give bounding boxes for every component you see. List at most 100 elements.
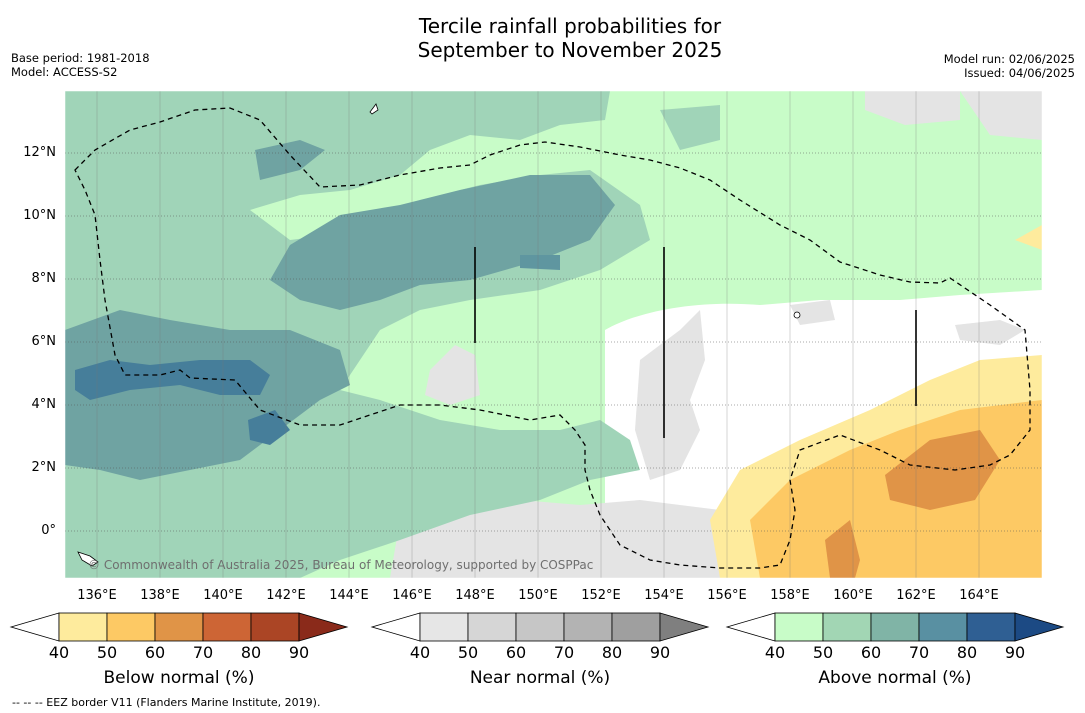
colorbar-extend-low xyxy=(370,612,421,642)
eez-border xyxy=(74,107,1031,569)
near-normal-patch xyxy=(425,345,480,405)
lat-label-12n: 12°N xyxy=(23,145,56,160)
above-normal-70-field xyxy=(65,310,350,480)
tick-label: 40 xyxy=(409,643,431,662)
lat-label-6n: 6°N xyxy=(31,334,57,349)
colorbar-segment xyxy=(106,612,156,642)
lon-label: 160°E xyxy=(833,588,873,603)
lon-label: 142°E xyxy=(266,588,306,603)
colorbar-segment xyxy=(918,612,968,642)
above-normal-70-field xyxy=(270,175,615,310)
tick-label: 60 xyxy=(505,643,527,662)
colorbar-segment xyxy=(58,612,108,642)
near-normal-patch xyxy=(960,91,1042,140)
colorbar-segment xyxy=(154,612,204,642)
near-normal-patch xyxy=(790,300,835,325)
colorbar-near-normal xyxy=(370,612,710,642)
tick-label: 60 xyxy=(860,643,882,662)
lon-label: 146°E xyxy=(392,588,432,603)
tick-label: 90 xyxy=(649,643,671,662)
above-normal-60-field xyxy=(660,105,720,150)
tick-label: 80 xyxy=(956,643,978,662)
colorbar-segment xyxy=(611,612,661,642)
tick-label: 60 xyxy=(144,643,166,662)
above-normal-80-field xyxy=(75,360,270,400)
title-line-1: Tercile rainfall probabilities for xyxy=(418,14,722,38)
colorbar-extend-low xyxy=(9,612,60,642)
colorbar-extend-high xyxy=(659,612,710,642)
issued-date: Issued: 04/06/2025 xyxy=(964,66,1075,80)
copyright-credit: © Commonwealth of Australia 2025, Bureau… xyxy=(88,558,594,572)
run-info: Model run: 02/06/2025 Issued: 04/06/2025 xyxy=(944,52,1075,80)
tick-label: 40 xyxy=(764,643,786,662)
island xyxy=(793,311,801,319)
colorbar-below-normal xyxy=(9,612,349,642)
colorbar-segment xyxy=(250,612,300,642)
colorbar-segment xyxy=(966,612,1016,642)
colorbar-segment xyxy=(419,612,469,642)
lon-label: 162°E xyxy=(896,588,936,603)
colorbar-above-normal xyxy=(725,612,1065,642)
near-normal-patch xyxy=(865,91,960,125)
colorbar-extend-low xyxy=(725,612,776,642)
tick-label: 50 xyxy=(457,643,479,662)
near-normal-patch xyxy=(635,310,705,480)
above-normal-80-field xyxy=(248,410,290,445)
lon-label: 158°E xyxy=(770,588,810,603)
title-line-2: September to November 2025 xyxy=(417,38,723,62)
lon-label: 150°E xyxy=(518,588,558,603)
map-title: Tercile rainfall probabilities for Septe… xyxy=(0,14,1085,62)
near-normal-patch xyxy=(390,500,750,578)
lon-label: 140°E xyxy=(203,588,243,603)
lon-label: 138°E xyxy=(140,588,180,603)
above-normal-70-field xyxy=(255,140,325,180)
colorbar-segment xyxy=(563,612,613,642)
near-normal-patch xyxy=(955,320,1025,345)
model-run-date: Model run: 02/06/2025 xyxy=(943,52,1075,66)
tick-label: 70 xyxy=(192,643,214,662)
tick-label: 50 xyxy=(812,643,834,662)
below-normal-60-field xyxy=(825,520,860,578)
tick-label: 70 xyxy=(553,643,575,662)
lon-label: 154°E xyxy=(644,588,684,603)
island xyxy=(369,103,379,115)
lat-label-2n: 2°N xyxy=(31,460,57,475)
tick-label: 80 xyxy=(240,643,262,662)
colorbar-segment xyxy=(202,612,252,642)
colorbar-segment xyxy=(870,612,920,642)
colorbar-extend-high xyxy=(1014,612,1065,642)
eez-footnote: -- -- -- EEZ border V11 (Flanders Marine… xyxy=(12,696,321,709)
below-normal-label: Below normal (%) xyxy=(103,668,255,688)
tick-label: 90 xyxy=(288,643,310,662)
colorbar-segment xyxy=(467,612,517,642)
tick-label: 50 xyxy=(96,643,118,662)
below-normal-40-field xyxy=(1015,225,1042,250)
base-period: Base period: 1981-2018 xyxy=(11,51,150,65)
near-normal-label: Near normal (%) xyxy=(469,668,611,688)
tick-label: 80 xyxy=(601,643,623,662)
map-frame xyxy=(64,90,1043,579)
model-info: Base period: 1981-2018 Model: ACCESS-S2 xyxy=(11,51,150,79)
tick-label: 70 xyxy=(908,643,930,662)
lon-label: 156°E xyxy=(707,588,747,603)
lon-label: 144°E xyxy=(329,588,369,603)
colorbar-segment xyxy=(774,612,824,642)
island xyxy=(77,551,99,567)
colorbar-segment xyxy=(515,612,565,642)
model-name: Model: ACCESS-S2 xyxy=(11,65,118,79)
above-normal-70-field xyxy=(520,255,560,270)
tick-label: 40 xyxy=(48,643,70,662)
below-normal-60-field xyxy=(885,430,1000,510)
lon-label: 148°E xyxy=(455,588,495,603)
above-normal-label: Above normal (%) xyxy=(818,668,972,688)
lon-label: 164°E xyxy=(959,588,999,603)
colorbar-extend-high xyxy=(298,612,349,642)
lat-label-10n: 10°N xyxy=(23,208,56,223)
latitude-gridlines xyxy=(65,152,1042,532)
colorbar-segment xyxy=(822,612,872,642)
lon-label: 136°E xyxy=(77,588,117,603)
rainfall-map xyxy=(65,91,1042,578)
lon-label: 152°E xyxy=(581,588,621,603)
lat-label-8n: 8°N xyxy=(31,271,57,286)
